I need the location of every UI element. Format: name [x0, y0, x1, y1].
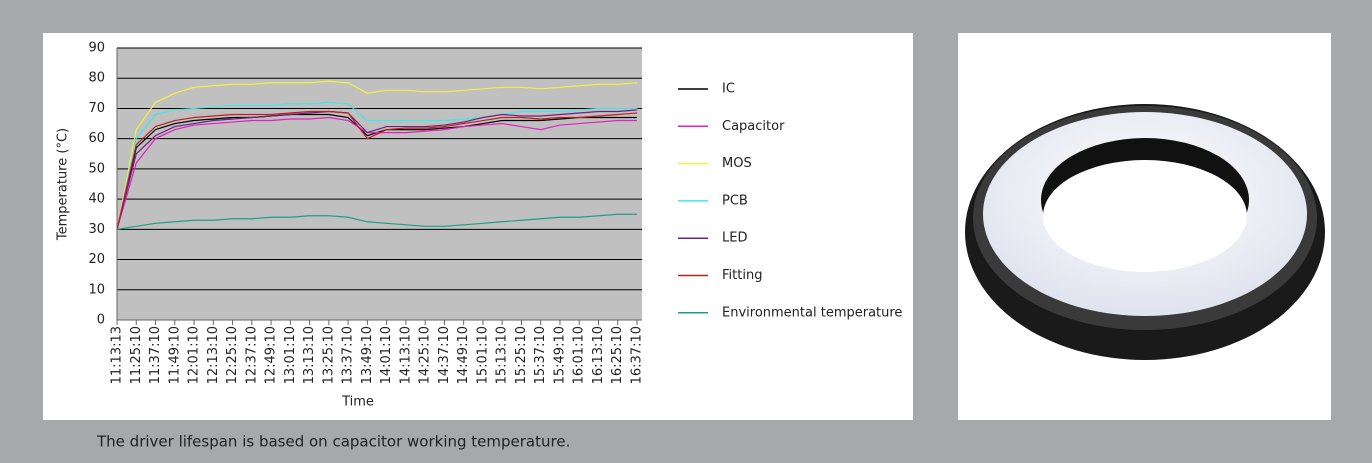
x-tick-label: 12:01:10	[187, 326, 202, 384]
x-tick-label: 16:37:10	[630, 326, 645, 384]
legend-label: Fitting	[722, 268, 762, 283]
y-tick-label: 50	[88, 161, 105, 176]
x-tick-label: 14:49:10	[456, 326, 471, 384]
x-tick-label: 11:49:10	[167, 326, 182, 384]
series-line	[116, 110, 638, 230]
x-tick-label: 15:49:10	[552, 326, 567, 384]
x-tick-label: 11:13:13	[110, 326, 125, 384]
x-tick-label: 13:37:10	[341, 326, 356, 384]
x-tick-label: 11:25:10	[129, 326, 144, 384]
ring-light	[965, 104, 1325, 360]
legend-label: Capacitor	[722, 119, 785, 134]
x-tick-label: 13:25:10	[321, 326, 336, 384]
y-tick-label: 60	[88, 131, 105, 146]
x-tick-label: 13:01:10	[283, 326, 298, 384]
x-tick-label: 15:13:10	[495, 326, 510, 384]
x-tick-label: 12:25:10	[225, 326, 240, 384]
series-line	[116, 80, 638, 230]
y-tick-label: 0	[97, 313, 105, 328]
y-tick-label: 70	[88, 101, 105, 116]
x-tick-label: 15:01:10	[475, 326, 490, 384]
x-tick-label: 11:37:10	[148, 326, 163, 384]
x-tick-label: 14:13:10	[398, 326, 413, 384]
x-tick-label: 16:25:10	[610, 326, 625, 384]
caption: The driver lifespan is based on capacito…	[96, 433, 570, 451]
x-tick-label: 14:01:10	[379, 326, 394, 384]
x-tick-label: 12:49:10	[264, 326, 279, 384]
x-tick-label: 14:37:10	[437, 326, 452, 384]
legend-label: IC	[722, 82, 735, 97]
series-line	[116, 116, 637, 230]
series-line	[116, 101, 637, 230]
legend-label: MOS	[722, 156, 752, 171]
series-line	[116, 109, 638, 230]
y-tick-label: 90	[88, 41, 105, 56]
x-tick-label: 16:13:10	[591, 326, 606, 384]
y-tick-label: 10	[88, 282, 105, 297]
x-tick-label: 13:49:10	[360, 326, 375, 384]
x-tick-label: 12:13:10	[206, 326, 221, 384]
legend-label: Environmental temperature	[722, 305, 902, 320]
x-tick-label: 15:37:10	[533, 326, 548, 384]
y-tick-label: 20	[88, 252, 105, 267]
y-axis-label: Temperature (°C)	[56, 128, 71, 241]
y-tick-label: 40	[88, 192, 105, 207]
legend-label: LED	[722, 231, 747, 246]
x-tick-label: 16:01:10	[572, 326, 587, 384]
series-line	[116, 213, 637, 230]
y-tick-label: 80	[88, 71, 105, 86]
plot-area	[117, 48, 642, 320]
legend-label: PCB	[722, 193, 748, 208]
x-axis-label: Time	[341, 395, 374, 410]
x-tick-label: 12:37:10	[244, 326, 259, 384]
x-tick-label: 14:25:10	[418, 326, 433, 384]
x-tick-label: 13:13:10	[302, 326, 317, 384]
x-tick-label: 15:25:10	[514, 326, 529, 384]
y-tick-label: 30	[88, 222, 105, 237]
